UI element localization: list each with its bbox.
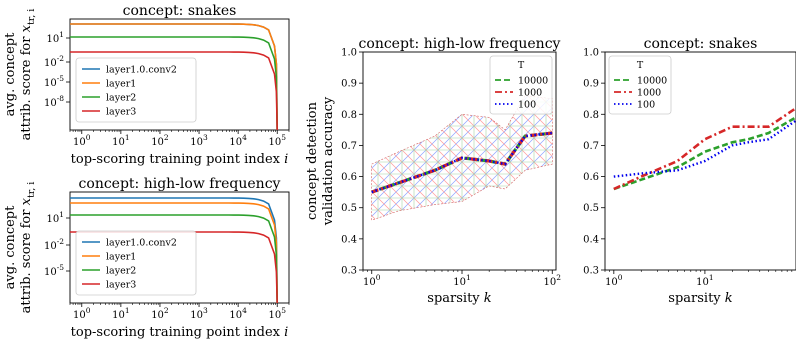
y-tick-label: 101	[46, 210, 64, 225]
x-tick-label: 100	[605, 273, 623, 288]
y-tick-label: 0.4	[341, 234, 357, 245]
legend-label: layer3	[106, 280, 136, 291]
series-line-T-100	[371, 131, 553, 194]
legend-label: 100	[637, 100, 655, 111]
y-tick-label: 0.8	[341, 110, 357, 121]
x-tick-label: 103	[190, 133, 208, 148]
legend-label: 1000	[518, 88, 542, 99]
y-tick-label: 0.6	[583, 172, 599, 183]
y-axis-label-line1: concept detection	[305, 101, 320, 220]
y-tick-label: 0.4	[583, 234, 599, 245]
legend-label: layer3	[106, 107, 136, 118]
y-axis-label-line1: avg. concept	[3, 205, 18, 289]
y-tick-label: 101	[46, 30, 64, 45]
panel-title: concept: high-low frequency	[359, 36, 561, 52]
y-tick-label: 10-2	[44, 54, 64, 69]
legend-label: layer1	[106, 252, 136, 263]
y-tick-label: 10-5	[44, 263, 64, 278]
legend-label: 1000	[637, 88, 661, 99]
legend-title: T	[637, 60, 644, 71]
panel-title: concept: snakes	[123, 3, 237, 19]
x-axis-label: sparsity k	[427, 291, 492, 306]
y-axis-label-line2: validation accuracy	[321, 96, 336, 226]
legend-box	[75, 57, 197, 123]
x-tick-label: 100	[73, 133, 91, 148]
series-line-layer1	[70, 202, 278, 304]
y-tick-label: 0.6	[341, 172, 357, 183]
y-tick-label: 0.7	[341, 141, 357, 152]
y-tick-label: 0.9	[583, 79, 599, 90]
legend-label: layer2	[106, 266, 136, 277]
x-tick-label: 101	[112, 133, 130, 148]
y-tick-label: 10-8	[44, 94, 64, 109]
x-axis-label: top-scoring training point index i	[71, 325, 289, 340]
series-line-T-1000	[613, 107, 796, 191]
series-line-layer1.0.conv2	[70, 197, 278, 304]
x-tick-label: 104	[229, 133, 247, 148]
legend-label: 10000	[637, 76, 667, 87]
legend-label: layer1.0.conv2	[106, 65, 177, 76]
y-axis-label-line1: avg. concept	[3, 32, 18, 116]
legend-box	[489, 55, 553, 115]
y-tick-label: 10-5	[44, 74, 64, 89]
legend-title: T	[518, 60, 525, 71]
y-tick-label: 0.5	[583, 203, 599, 214]
series-line-layer3	[70, 51, 278, 131]
x-tick-label: 102	[544, 273, 562, 288]
panel-title: concept: snakes	[644, 36, 758, 52]
y-tick-label: 0.8	[583, 110, 599, 121]
x-axis-label: top-scoring training point index i	[71, 152, 289, 167]
x-tick-label: 102	[151, 133, 169, 148]
series-line-T-10000	[613, 116, 796, 191]
x-tick-label: 101	[696, 273, 714, 288]
y-tick-label: 0.9	[341, 79, 357, 90]
sparsity-panel-1: concept: high-low frequency 0.3 0.4 0.5 0.6 0…	[305, 36, 561, 306]
y-axis-label-line2: attrib. score for xtr, i	[19, 9, 37, 141]
series-line-layer2	[70, 36, 278, 131]
y-tick-label: 0.5	[341, 203, 357, 214]
attribution-panel-2: concept: high-low frequency 100 101 102 103 1…	[3, 176, 290, 340]
y-tick-label: 0.3	[341, 266, 357, 277]
x-tick-label: 105	[268, 306, 286, 321]
x-tick-label: 101	[453, 273, 471, 288]
series-line-layer1	[70, 23, 278, 131]
legend-box	[75, 230, 197, 296]
x-tick-label: 100	[73, 306, 91, 321]
y-axis-label-line2: attrib. score for xtr, i	[19, 182, 37, 314]
series-line-T-100	[613, 119, 796, 178]
legend-box	[608, 55, 672, 115]
x-tick-label: 105	[268, 133, 286, 148]
legend-label: 10000	[518, 76, 548, 87]
x-tick-label: 103	[190, 306, 208, 321]
x-tick-label: 101	[112, 306, 130, 321]
legend-label: layer1	[106, 79, 136, 90]
y-tick-label: 1.0	[583, 48, 599, 59]
legend-label: layer1.0.conv2	[106, 238, 177, 249]
x-axis-label: sparsity k	[668, 291, 733, 306]
y-tick-label: 0.3	[583, 266, 599, 277]
y-tick-label: 0.7	[583, 141, 599, 152]
attribution-panel-1: concept: snakes 100 101 102 103 104 105 101 10-2…	[3, 3, 290, 167]
legend-label: 100	[518, 100, 536, 111]
x-tick-label: 100	[363, 273, 381, 288]
series-line-layer2	[70, 214, 278, 304]
panel-title: concept: high-low frequency	[79, 176, 281, 192]
legend-label: layer2	[106, 93, 136, 104]
sparsity-panel-2: concept: snakes 0.3 0.4 0.5 0.6 0.7 0.8 0.9 1.0 1…	[583, 36, 796, 306]
y-tick-label: 10-2	[44, 237, 64, 252]
y-tick-label: 1.0	[341, 48, 357, 59]
x-tick-label: 104	[229, 306, 247, 321]
x-tick-label: 102	[151, 306, 169, 321]
